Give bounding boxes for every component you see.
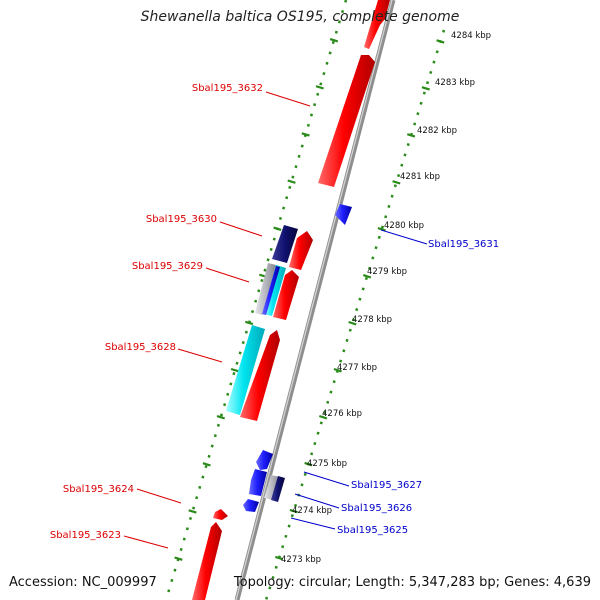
gene-sbal195-3631[interactable] [335,204,352,225]
gene-label-sbal195-3630[interactable]: Sbal195_3630 [146,214,217,225]
gene-sbal195-3628-red[interactable] [240,330,280,421]
accession-label: Accession: NC_009997 [9,575,157,590]
scale-tick [287,179,296,184]
scale-tick [329,38,339,43]
gene-label-sbal195-3629[interactable]: Sbal195_3629 [132,261,203,272]
scale-tick [216,415,226,420]
scale-tick [244,320,254,326]
gene-sbal195-3630[interactable] [272,225,298,263]
gene-label-sbal195-3632[interactable]: Sbal195_3632 [192,83,263,94]
scale-tick [188,509,197,514]
genes [192,0,390,600]
gene-sbal195-3629-gray[interactable] [255,263,276,315]
scale-label: 4281 kbp [400,172,440,182]
scale-tick [301,132,310,137]
scale-ticks [174,38,445,561]
scale-tick [202,462,211,467]
gene-label-sbal195-3626[interactable]: Sbal195_3626 [341,503,412,514]
scale-tick [318,414,328,420]
scale-tick [333,367,342,373]
scale-tick [406,133,416,138]
scale-tick [289,508,298,514]
gene-sbal195-3627[interactable] [256,450,273,470]
scale-label: 4284 kbp [451,31,491,41]
gene-label-sbal195-3625[interactable]: Sbal195_3625 [337,525,408,536]
gene-sbal195-3625[interactable] [243,499,259,512]
genome-title: Shewanella baltica OS195, complete genom… [140,9,460,25]
gene-label-sbal195-3623[interactable]: Sbal195_3623 [50,530,121,541]
scale-tick [377,227,386,232]
gene-labels: Sbal195_3632 Sbal195_3630 Sbal195_3629 S… [50,83,499,541]
gene-sbal195-3629-blue[interactable] [262,266,280,315]
gene-label-sbal195-3628[interactable]: Sbal195_3628 [105,342,176,353]
left-dotted-scale [164,0,348,600]
gene-sbal195-3626[interactable] [264,475,280,500]
scale-label: 4275 kbp [307,459,347,469]
gene-label-sbal195-3624[interactable]: Sbal195_3624 [63,484,134,495]
gene-label-sbal195-3631[interactable]: Sbal195_3631 [428,239,499,250]
scale-tick [421,86,430,91]
scale-tick [362,274,372,279]
scale-tick [230,367,240,373]
scale-label: 4282 kbp [417,126,457,136]
scale-tick [436,39,445,44]
scale-tick [348,320,357,326]
gene-label-sbal195-3627[interactable]: Sbal195_3627 [351,480,422,491]
scale-label: 4277 kbp [337,363,377,373]
scale-label: 4278 kbp [352,315,392,325]
scale-label: 4279 kbp [367,267,407,277]
gene-arrow-3624[interactable] [213,509,228,520]
gene-arrow-top[interactable] [364,0,390,49]
genome-summary: Topology: circular; Length: 5,347,283 bp… [233,575,591,590]
genome-backbone-highlight [235,0,393,600]
scale-label: 4274 kbp [292,506,332,516]
gene-arrow-mid[interactable] [289,231,313,270]
gene-sbal195-3623[interactable] [192,522,222,600]
scale-tick [174,556,183,561]
gene-arrow-3627-b[interactable] [249,469,267,496]
scale-label: 4283 kbp [435,78,475,88]
scale-tick [304,461,313,467]
scale-labels: 4284 kbp 4283 kbp 4282 kbp 4281 kbp 4280… [281,31,491,565]
label-leader-lines [123,91,428,549]
gene-arrow-3629-red[interactable] [273,270,299,320]
gene-sbal195-3632[interactable] [318,55,375,187]
scale-tick [315,85,324,90]
right-dotted-scale [264,29,446,600]
gene-sbal195-3628-cyan[interactable] [226,325,265,415]
scale-label: 4273 kbp [281,555,321,565]
scale-label: 4280 kbp [384,221,424,231]
genome-backbone [234,0,396,600]
gene-arrow-3626-navy[interactable] [271,476,285,502]
scale-tick [274,555,284,561]
scale-label: 4276 kbp [322,409,362,419]
scale-tick [273,226,282,231]
scale-tick [392,180,401,185]
